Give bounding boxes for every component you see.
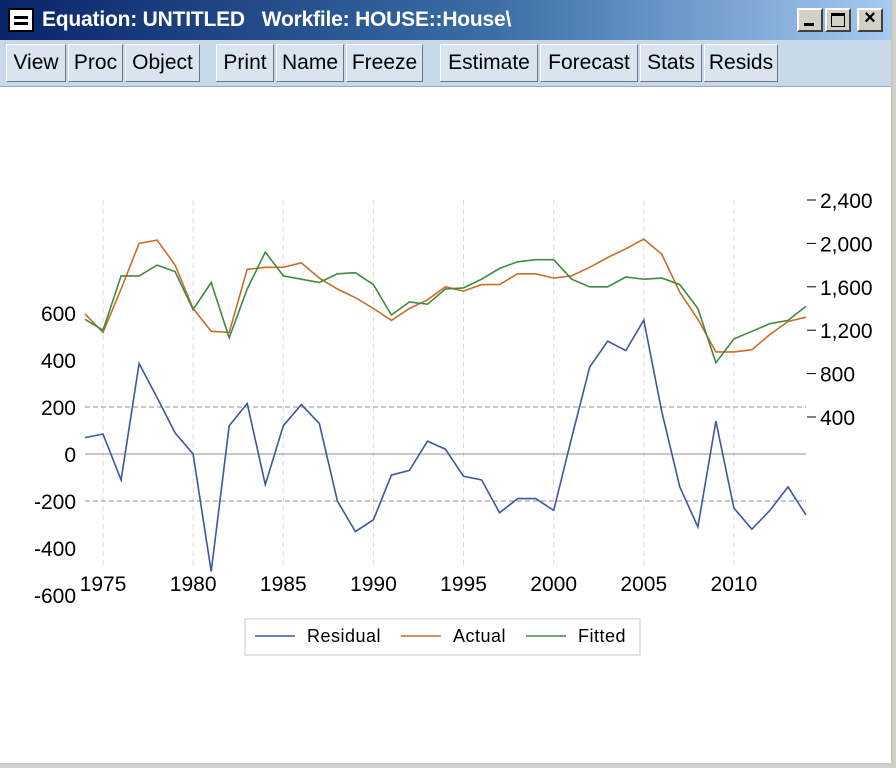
left-axis-tick-label: -200 — [34, 491, 76, 514]
right-axis-tick-label: 800 — [820, 364, 855, 387]
x-axis-tick-label: 1980 — [170, 573, 217, 596]
close-button[interactable]: × — [857, 7, 883, 32]
maximize-button[interactable] — [825, 8, 851, 32]
x-axis-tick-label: 1975 — [80, 573, 127, 596]
right-axis-tick-label: 1,600 — [820, 277, 873, 300]
x-axis-tick-label: 1990 — [350, 573, 397, 596]
left-axis-tick-label: 400 — [41, 350, 76, 373]
residual-series-line — [84, 317, 807, 572]
proc-button[interactable]: Proc — [68, 44, 123, 82]
fitted-series-line — [84, 250, 807, 365]
minimize-button[interactable] — [797, 8, 823, 32]
estimate-button[interactable]: Estimate — [440, 44, 538, 82]
resids-button[interactable]: Resids — [704, 44, 778, 82]
legend-label: Fitted — [578, 626, 626, 646]
system-menu-icon[interactable] — [8, 8, 34, 32]
freeze-button[interactable]: Freeze — [346, 44, 423, 82]
actual-series-line — [84, 238, 807, 353]
right-axis-tick-label: 2,400 — [820, 190, 873, 213]
left-axis-tick-label: 200 — [41, 397, 76, 420]
left-axis-tick-label: 600 — [41, 303, 76, 326]
stats-button[interactable]: Stats — [640, 44, 702, 82]
chart-legend: Residual Actual Fitted — [244, 618, 641, 656]
left-axis-tick-label: 0 — [64, 444, 76, 467]
view-button[interactable]: View — [6, 44, 66, 82]
x-axis-tick-label: 2005 — [620, 573, 667, 596]
window-title: Equation: UNTITLED Workfile: HOUSE::Hous… — [42, 8, 512, 31]
print-button[interactable]: Print — [216, 44, 274, 82]
right-axis-tick-label: 400 — [820, 407, 855, 430]
title-bar[interactable]: Equation: UNTITLED Workfile: HOUSE::Hous… — [0, 0, 891, 40]
x-axis-tick-label: 2010 — [711, 573, 758, 596]
legend-label: Residual — [307, 626, 381, 646]
close-icon: × — [864, 7, 876, 29]
left-axis-tick-label: -600 — [34, 585, 76, 608]
x-axis-tick-label: 2000 — [530, 573, 577, 596]
name-button[interactable]: Name — [276, 44, 344, 82]
left-axis-tick-label: -400 — [34, 538, 76, 561]
legend-label: Actual — [453, 626, 506, 646]
object-button[interactable]: Object — [125, 44, 200, 82]
x-axis-tick-label: 1995 — [440, 573, 487, 596]
x-axis-tick-label: 1985 — [260, 573, 307, 596]
forecast-button[interactable]: Forecast — [540, 44, 638, 82]
right-axis-tick-label: 1,200 — [820, 320, 873, 343]
toolbar: View Proc Object Print Name Freeze Estim… — [0, 40, 891, 87]
right-axis-tick-label: 2,000 — [820, 233, 873, 256]
